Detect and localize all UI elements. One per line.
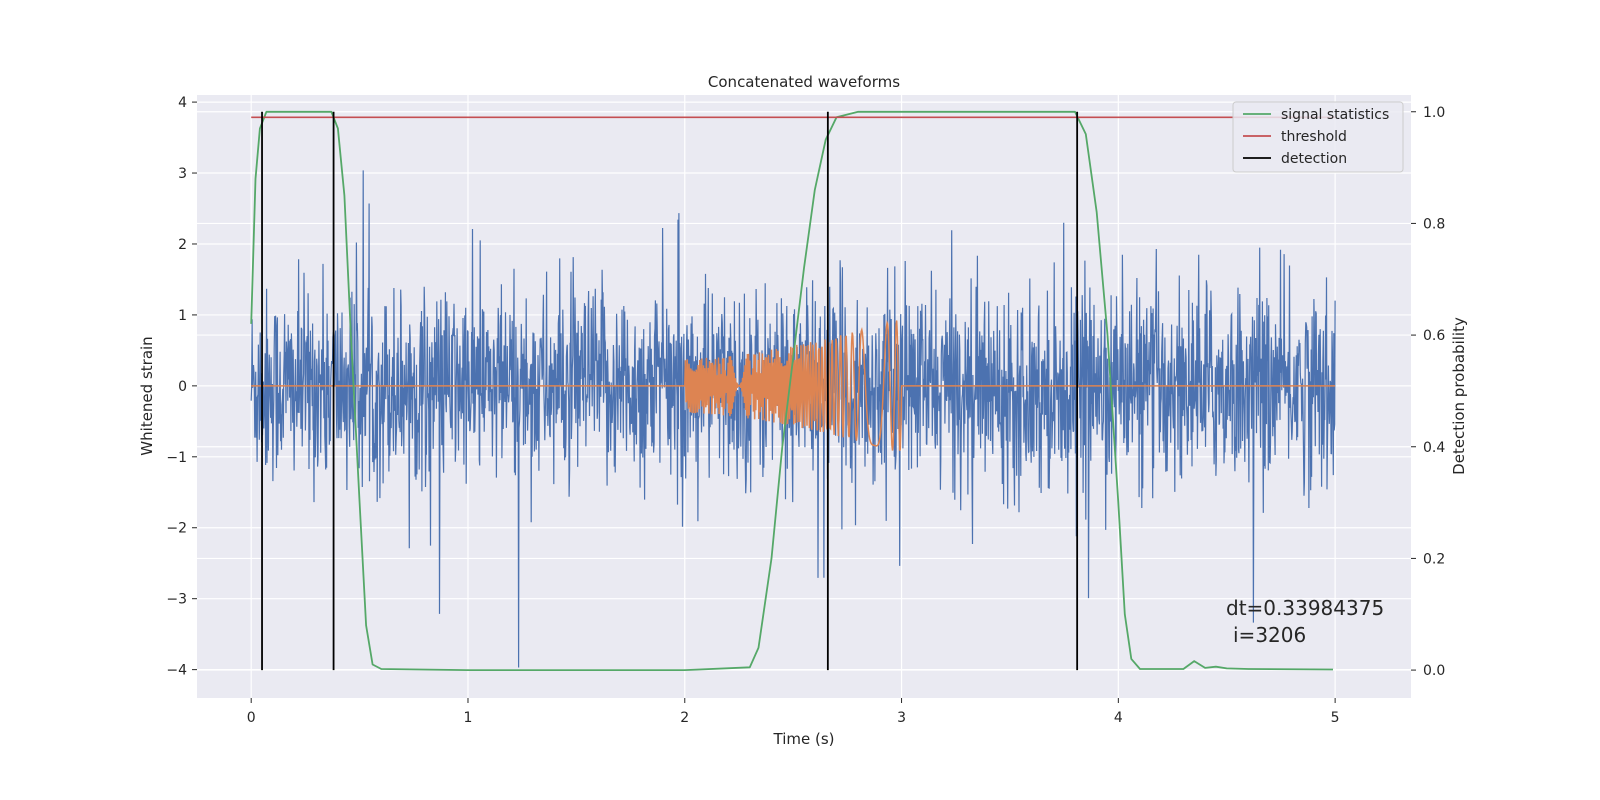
y-axis-label-left: Whitened strain [138,336,156,455]
y-tick-label-left: 4 [178,95,187,111]
y-tick-label-right: 0.2 [1423,551,1445,567]
y-tick-label-left: 2 [178,237,187,253]
axes: 0 1 2 3 4 5 −4 −3 −2 −1 0 1 2 3 4 0.0 0.2 0.4 0.6 0.8 1.0 [166,95,1445,726]
y-tick-label-right: 0.0 [1423,663,1445,679]
annotation-i: i=3206 [1233,623,1306,647]
y-tick-label-right: 0.8 [1423,216,1445,232]
y-tick-label-left: −1 [166,450,187,466]
x-tick-label: 2 [680,710,689,726]
y-tick-label-right: 0.6 [1423,328,1445,344]
legend: signal statistics threshold detection [1232,101,1404,173]
x-tick-label: 4 [1114,710,1123,726]
series-template-chirp-line [251,319,1336,451]
x-tick-label: 3 [897,710,906,726]
y-tick-label-left: 1 [178,308,187,324]
y-tick-label-left: −2 [166,521,187,537]
x-tick-label: 0 [247,710,256,726]
x-tick-label: 1 [464,710,473,726]
y-tick-label-left: −3 [166,592,187,608]
x-axis-label: Time (s) [773,730,835,748]
series-layer [250,110,1336,671]
legend-label-threshold: threshold [1281,129,1347,145]
legend-box [1232,101,1404,173]
y-tick-label-right: 1.0 [1423,105,1445,121]
y-tick-label-left: −4 [166,663,187,679]
y-tick-label-left: 3 [178,166,187,182]
legend-label-detection: detection [1281,151,1347,167]
y-tick-label-left: 0 [178,379,187,395]
y-axis-label-right: Detection probability [1450,317,1468,475]
series-signal-statistics-line [250,110,1334,671]
x-tick-label: 5 [1331,710,1340,726]
chart-title: Concatenated waveforms [708,73,900,91]
y-tick-label-right: 0.4 [1423,440,1445,456]
legend-label-signal-statistics: signal statistics [1281,107,1389,123]
annotation-dt: dt=0.33984375 [1226,596,1384,620]
